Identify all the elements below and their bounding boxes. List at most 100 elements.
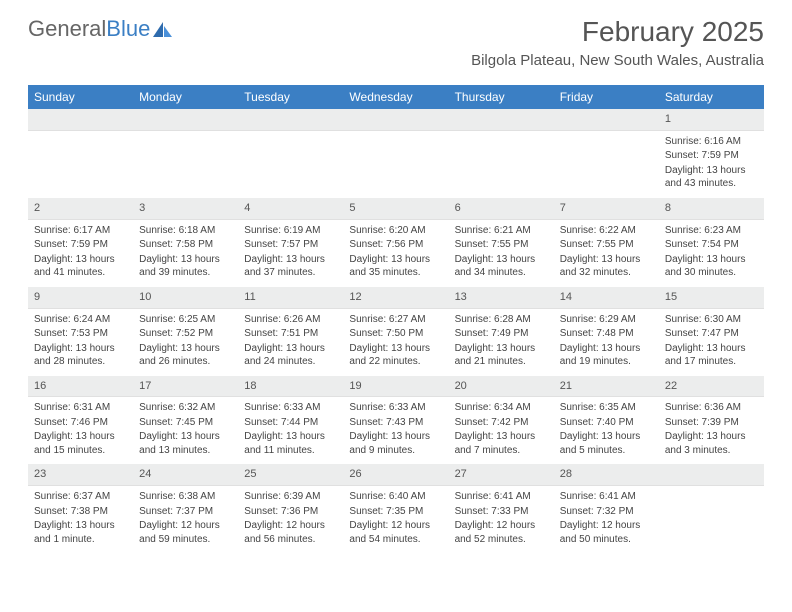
daylight-text: Daylight: 13 hours and 39 minutes. [139, 253, 232, 280]
day-number: 17 [133, 376, 238, 398]
day-number: 27 [449, 464, 554, 486]
cell-body: Sunrise: 6:23 AMSunset: 7:54 PMDaylight:… [659, 220, 764, 287]
daylight-text: Daylight: 13 hours and 30 minutes. [665, 253, 758, 280]
sunset-text: Sunset: 7:52 PM [139, 327, 232, 341]
cell-body: Sunrise: 6:41 AMSunset: 7:32 PMDaylight:… [554, 486, 659, 553]
day-number: 15 [659, 287, 764, 309]
day-number [554, 109, 659, 131]
cell-body: Sunrise: 6:16 AMSunset: 7:59 PMDaylight:… [659, 131, 764, 198]
daylight-text: Daylight: 13 hours and 19 minutes. [560, 342, 653, 369]
cell-body: Sunrise: 6:26 AMSunset: 7:51 PMDaylight:… [238, 309, 343, 376]
calendar-cell: 10Sunrise: 6:25 AMSunset: 7:52 PMDayligh… [133, 287, 238, 376]
day-number: 18 [238, 376, 343, 398]
daylight-text: Daylight: 12 hours and 52 minutes. [455, 519, 548, 546]
day-number: 24 [133, 464, 238, 486]
sunset-text: Sunset: 7:51 PM [244, 327, 337, 341]
sunset-text: Sunset: 7:53 PM [34, 327, 127, 341]
calendar-cell [133, 109, 238, 198]
day-number: 21 [554, 376, 659, 398]
sunrise-text: Sunrise: 6:38 AM [139, 490, 232, 504]
calendar-cell [28, 109, 133, 198]
sunrise-text: Sunrise: 6:35 AM [560, 401, 653, 415]
day-number [28, 109, 133, 131]
calendar-cell: 17Sunrise: 6:32 AMSunset: 7:45 PMDayligh… [133, 376, 238, 465]
day-number [238, 109, 343, 131]
sunset-text: Sunset: 7:47 PM [665, 327, 758, 341]
day-number: 6 [449, 198, 554, 220]
daylight-text: Daylight: 13 hours and 21 minutes. [455, 342, 548, 369]
calendar-cell: 18Sunrise: 6:33 AMSunset: 7:44 PMDayligh… [238, 376, 343, 465]
calendar-cell [554, 109, 659, 198]
cell-body: Sunrise: 6:31 AMSunset: 7:46 PMDaylight:… [28, 397, 133, 464]
sunset-text: Sunset: 7:58 PM [139, 238, 232, 252]
day-number: 16 [28, 376, 133, 398]
calendar-cell: 15Sunrise: 6:30 AMSunset: 7:47 PMDayligh… [659, 287, 764, 376]
daylight-text: Daylight: 12 hours and 59 minutes. [139, 519, 232, 546]
cell-body: Sunrise: 6:20 AMSunset: 7:56 PMDaylight:… [343, 220, 448, 287]
daylight-text: Daylight: 13 hours and 35 minutes. [349, 253, 442, 280]
weekday-header-cell: Monday [133, 85, 238, 109]
sunrise-text: Sunrise: 6:17 AM [34, 224, 127, 238]
sunset-text: Sunset: 7:37 PM [139, 505, 232, 519]
weeks-container: 1Sunrise: 6:16 AMSunset: 7:59 PMDaylight… [28, 109, 764, 553]
calendar-cell: 19Sunrise: 6:33 AMSunset: 7:43 PMDayligh… [343, 376, 448, 465]
sunset-text: Sunset: 7:42 PM [455, 416, 548, 430]
logo: GeneralBlue [28, 16, 174, 42]
daylight-text: Daylight: 13 hours and 34 minutes. [455, 253, 548, 280]
sunset-text: Sunset: 7:35 PM [349, 505, 442, 519]
sunrise-text: Sunrise: 6:32 AM [139, 401, 232, 415]
weekday-header-cell: Saturday [659, 85, 764, 109]
calendar-cell [343, 109, 448, 198]
cell-body: Sunrise: 6:21 AMSunset: 7:55 PMDaylight:… [449, 220, 554, 287]
day-number: 8 [659, 198, 764, 220]
day-number: 9 [28, 287, 133, 309]
daylight-text: Daylight: 13 hours and 32 minutes. [560, 253, 653, 280]
cell-body: Sunrise: 6:32 AMSunset: 7:45 PMDaylight:… [133, 397, 238, 464]
day-number: 3 [133, 198, 238, 220]
sunset-text: Sunset: 7:49 PM [455, 327, 548, 341]
daylight-text: Daylight: 13 hours and 24 minutes. [244, 342, 337, 369]
calendar-cell: 4Sunrise: 6:19 AMSunset: 7:57 PMDaylight… [238, 198, 343, 287]
day-number: 5 [343, 198, 448, 220]
day-number: 20 [449, 376, 554, 398]
sunset-text: Sunset: 7:39 PM [665, 416, 758, 430]
calendar-cell: 28Sunrise: 6:41 AMSunset: 7:32 PMDayligh… [554, 464, 659, 553]
daylight-text: Daylight: 13 hours and 1 minute. [34, 519, 127, 546]
cell-body: Sunrise: 6:38 AMSunset: 7:37 PMDaylight:… [133, 486, 238, 553]
weekday-header-cell: Wednesday [343, 85, 448, 109]
sunrise-text: Sunrise: 6:22 AM [560, 224, 653, 238]
daylight-text: Daylight: 12 hours and 50 minutes. [560, 519, 653, 546]
daylight-text: Daylight: 13 hours and 43 minutes. [665, 164, 758, 191]
cell-body: Sunrise: 6:41 AMSunset: 7:33 PMDaylight:… [449, 486, 554, 553]
month-title: February 2025 [471, 16, 764, 48]
sunset-text: Sunset: 7:55 PM [455, 238, 548, 252]
daylight-text: Daylight: 13 hours and 26 minutes. [139, 342, 232, 369]
cell-body: Sunrise: 6:18 AMSunset: 7:58 PMDaylight:… [133, 220, 238, 287]
calendar-cell [238, 109, 343, 198]
week-row: 9Sunrise: 6:24 AMSunset: 7:53 PMDaylight… [28, 287, 764, 376]
cell-body: Sunrise: 6:40 AMSunset: 7:35 PMDaylight:… [343, 486, 448, 553]
cell-body: Sunrise: 6:34 AMSunset: 7:42 PMDaylight:… [449, 397, 554, 464]
sunset-text: Sunset: 7:59 PM [34, 238, 127, 252]
sunrise-text: Sunrise: 6:41 AM [560, 490, 653, 504]
cell-body: Sunrise: 6:29 AMSunset: 7:48 PMDaylight:… [554, 309, 659, 376]
sunrise-text: Sunrise: 6:33 AM [244, 401, 337, 415]
cell-body: Sunrise: 6:33 AMSunset: 7:44 PMDaylight:… [238, 397, 343, 464]
calendar-cell: 16Sunrise: 6:31 AMSunset: 7:46 PMDayligh… [28, 376, 133, 465]
calendar-cell: 6Sunrise: 6:21 AMSunset: 7:55 PMDaylight… [449, 198, 554, 287]
day-number: 26 [343, 464, 448, 486]
sunrise-text: Sunrise: 6:20 AM [349, 224, 442, 238]
week-row: 16Sunrise: 6:31 AMSunset: 7:46 PMDayligh… [28, 376, 764, 465]
day-number [659, 464, 764, 486]
calendar-cell [449, 109, 554, 198]
calendar-cell: 3Sunrise: 6:18 AMSunset: 7:58 PMDaylight… [133, 198, 238, 287]
weekday-header-row: SundayMondayTuesdayWednesdayThursdayFrid… [28, 85, 764, 109]
daylight-text: Daylight: 13 hours and 37 minutes. [244, 253, 337, 280]
day-number: 13 [449, 287, 554, 309]
calendar: SundayMondayTuesdayWednesdayThursdayFrid… [28, 85, 764, 553]
sunrise-text: Sunrise: 6:23 AM [665, 224, 758, 238]
sunset-text: Sunset: 7:38 PM [34, 505, 127, 519]
daylight-text: Daylight: 13 hours and 3 minutes. [665, 430, 758, 457]
day-number: 4 [238, 198, 343, 220]
sunset-text: Sunset: 7:45 PM [139, 416, 232, 430]
